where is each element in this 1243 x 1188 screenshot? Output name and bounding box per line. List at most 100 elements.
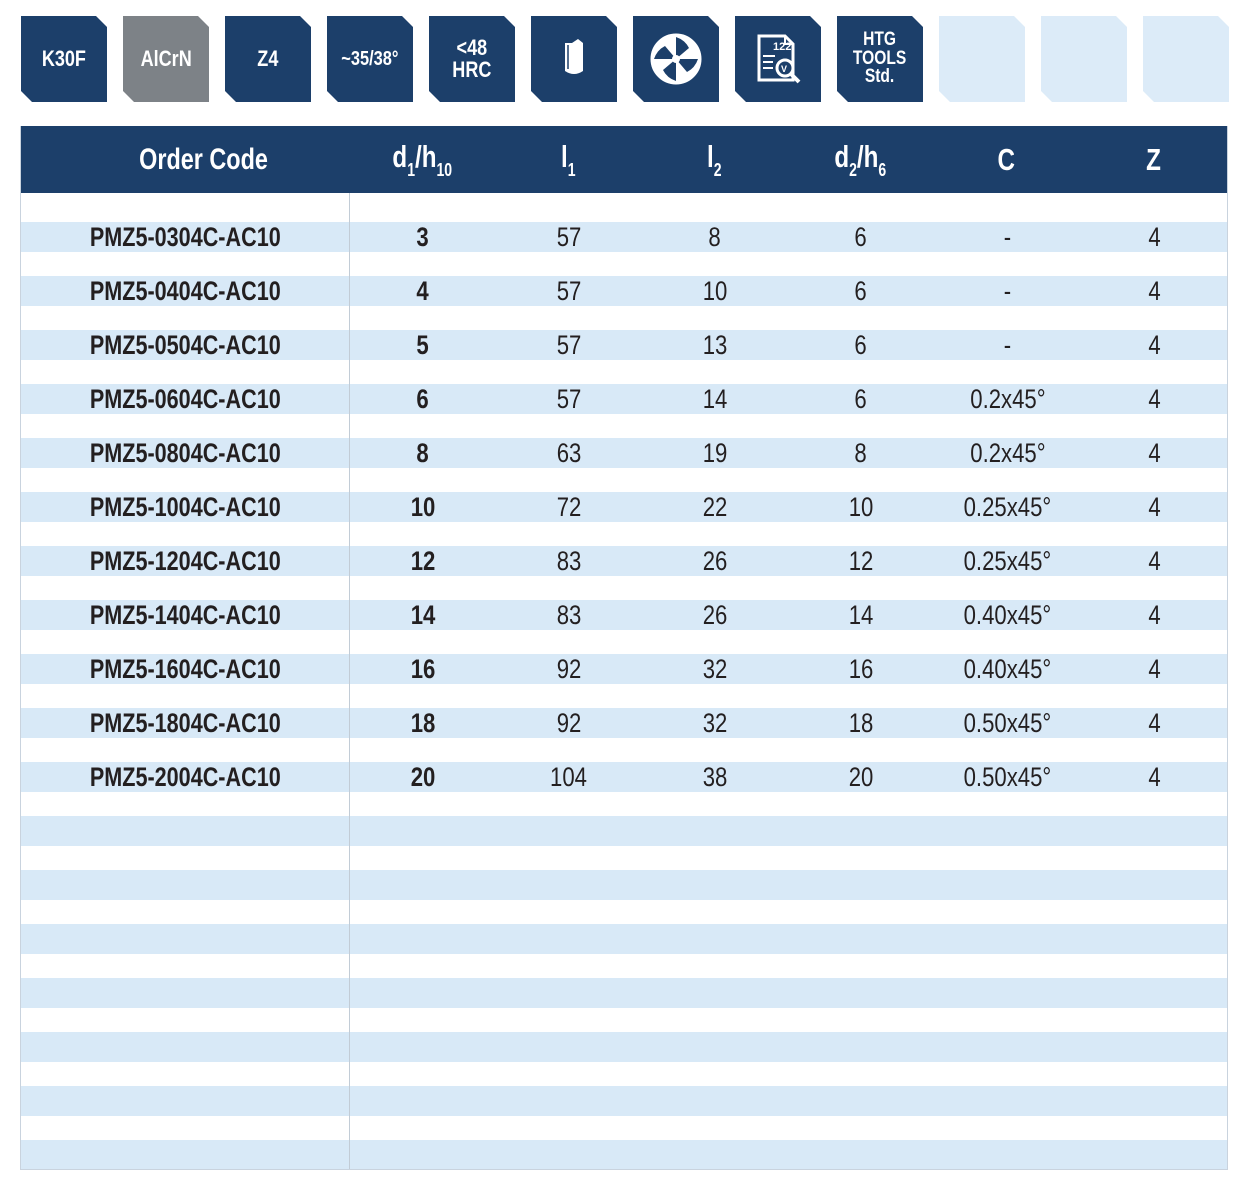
cell-d2: 6 xyxy=(854,329,868,360)
row-stripe xyxy=(21,654,1227,684)
cell-d2: 14 xyxy=(848,599,874,630)
table-row: PMZ5-0804C-AC10 8 63 19 8 0.2x45° 4 xyxy=(21,438,1227,468)
badge-catalog-page: 122 V xyxy=(735,16,821,102)
cell-z: 4 xyxy=(1148,653,1161,684)
badge-shank xyxy=(531,16,617,102)
table-row: PMZ5-2004C-AC10 20 104 38 20 0.50x45° 4 xyxy=(21,762,1227,792)
header-c: C xyxy=(997,141,1016,177)
cell-l2: 26 xyxy=(702,599,728,630)
row-stripe xyxy=(21,924,1227,954)
cell-d2: 6 xyxy=(854,275,868,306)
cell-d2: 6 xyxy=(854,221,868,252)
badge-hardness-label: <48 HRC xyxy=(452,37,491,81)
cell-z: 4 xyxy=(1148,761,1161,792)
cell-z: 4 xyxy=(1148,599,1161,630)
cell-d1: 3 xyxy=(416,221,430,252)
cell-d2: 20 xyxy=(848,761,874,792)
cell-l2: 10 xyxy=(702,275,728,306)
badge-helix-angle-label: ~35/38° xyxy=(341,47,399,70)
cell-l1: 83 xyxy=(556,545,582,576)
cell-c: 0.40x45° xyxy=(963,599,1052,630)
table-row: PMZ5-0504C-AC10 5 57 13 6 - 4 xyxy=(21,330,1227,360)
row-stripe xyxy=(21,978,1227,1008)
cell-d1: 12 xyxy=(410,545,436,576)
cell-l1: 57 xyxy=(556,329,582,360)
badge-htg-standard-label: HTG TOOLS Std. xyxy=(853,30,907,87)
cell-order-code: PMZ5-0604C-AC10 xyxy=(90,383,281,414)
badge-cross-section xyxy=(633,16,719,102)
cell-d2: 6 xyxy=(854,383,868,414)
cell-l2: 13 xyxy=(702,329,728,360)
cell-d1: 20 xyxy=(410,761,436,792)
cell-c: 0.2x45° xyxy=(969,383,1046,414)
cell-z: 4 xyxy=(1148,491,1161,522)
cell-order-code: PMZ5-1204C-AC10 xyxy=(90,545,281,576)
cell-order-code: PMZ5-1604C-AC10 xyxy=(90,653,281,684)
row-stripe xyxy=(21,1032,1227,1062)
header-l1: l1 xyxy=(560,138,576,180)
catalog-page-number: 122 xyxy=(773,41,791,53)
column-divider xyxy=(349,193,350,1169)
cell-d2: 16 xyxy=(848,653,874,684)
cell-c: - xyxy=(1003,275,1012,306)
cell-d2: 12 xyxy=(848,545,874,576)
row-stripe xyxy=(21,330,1227,360)
cell-d1: 18 xyxy=(410,707,436,738)
badge-flute-count: Z4 xyxy=(225,16,311,102)
cell-d1: 14 xyxy=(410,599,436,630)
row-stripe xyxy=(21,870,1227,900)
cell-l1: 57 xyxy=(556,221,582,252)
cell-l1: 92 xyxy=(556,653,582,684)
cell-d2: 18 xyxy=(848,707,874,738)
cell-d2: 10 xyxy=(848,491,874,522)
cell-c: 0.50x45° xyxy=(963,761,1052,792)
cell-order-code: PMZ5-0404C-AC10 xyxy=(90,275,281,306)
cell-z: 4 xyxy=(1148,221,1161,252)
table-row: PMZ5-1004C-AC10 10 72 22 10 0.25x45° 4 xyxy=(21,492,1227,522)
cell-d1: 5 xyxy=(416,329,430,360)
table-row: PMZ5-1404C-AC10 14 83 26 14 0.40x45° 4 xyxy=(21,600,1227,630)
row-stripe xyxy=(21,1140,1227,1169)
badge-hardness: <48 HRC xyxy=(429,16,515,102)
product-table: Order Code d1/h10 l1 l2 d2/h6 C Z xyxy=(20,126,1228,1170)
cell-l1: 72 xyxy=(556,491,582,522)
row-stripe xyxy=(21,708,1227,738)
row-stripe xyxy=(21,1086,1227,1116)
table-row: PMZ5-1604C-AC10 16 92 32 16 0.40x45° 4 xyxy=(21,654,1227,684)
row-stripe xyxy=(21,600,1227,630)
svg-text:V: V xyxy=(781,64,787,74)
row-stripe xyxy=(21,816,1227,846)
header-z: Z xyxy=(1146,141,1161,177)
header-d1: d1/h10 xyxy=(392,138,452,180)
cell-l1: 63 xyxy=(556,437,582,468)
badge-htg-standard: HTG TOOLS Std. xyxy=(837,16,923,102)
badge-coating-label: AlCrN xyxy=(140,46,192,71)
cell-order-code: PMZ5-2004C-AC10 xyxy=(90,761,281,792)
cell-c: - xyxy=(1003,329,1012,360)
cell-c: 0.2x45° xyxy=(969,437,1046,468)
cell-z: 4 xyxy=(1148,437,1161,468)
badge-flute-count-label: Z4 xyxy=(257,46,279,71)
table-row: PMZ5-0404C-AC10 4 57 10 6 - 4 xyxy=(21,276,1227,306)
row-stripe xyxy=(21,384,1227,414)
cell-order-code: PMZ5-0304C-AC10 xyxy=(90,221,281,252)
cell-z: 4 xyxy=(1148,383,1161,414)
row-stripe xyxy=(21,276,1227,306)
cell-l2: 26 xyxy=(702,545,728,576)
row-stripe xyxy=(21,438,1227,468)
cell-d1: 16 xyxy=(410,653,436,684)
table-header: Order Code d1/h10 l1 l2 d2/h6 C Z xyxy=(21,126,1227,193)
badge-substrate-grade: K30F xyxy=(21,16,107,102)
cell-c: 0.25x45° xyxy=(963,545,1052,576)
badge-htg-line2: TOOLS xyxy=(853,47,907,69)
table-row: PMZ5-1204C-AC10 12 83 26 12 0.25x45° 4 xyxy=(21,546,1227,576)
cell-z: 4 xyxy=(1148,275,1161,306)
cell-l1: 104 xyxy=(550,761,588,792)
cell-l1: 57 xyxy=(556,383,582,414)
cell-l1: 83 xyxy=(556,599,582,630)
cell-l2: 32 xyxy=(702,653,728,684)
badge-substrate-grade-label: K30F xyxy=(41,46,87,71)
cell-d1: 4 xyxy=(416,275,430,306)
badge-hardness-line1: <48 xyxy=(456,35,488,60)
cell-order-code: PMZ5-1804C-AC10 xyxy=(90,707,281,738)
